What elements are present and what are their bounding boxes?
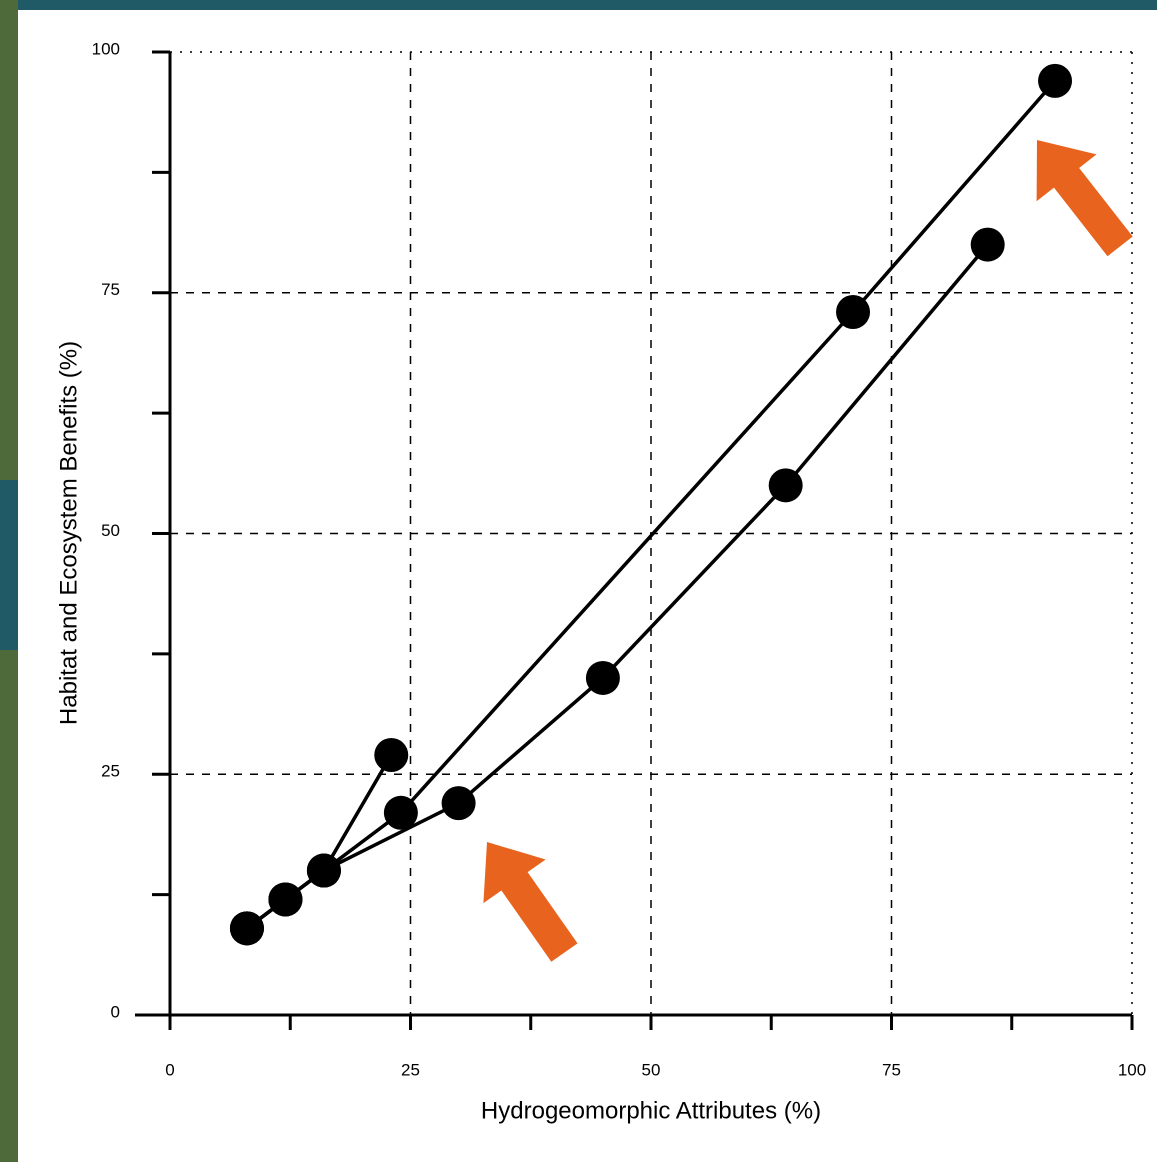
data-point <box>970 227 1005 262</box>
y-axis-title: Habitat and Ecosystem Benefits (%) <box>55 341 82 725</box>
annotation-arrow <box>483 842 578 962</box>
data-point <box>836 295 871 330</box>
plot-background <box>18 10 1157 1162</box>
plot-area: 0 25 50 75 100 0 25 50 75 100 <box>92 39 1147 1079</box>
x-tick-label: 100 <box>1118 1060 1146 1079</box>
data-point <box>268 882 303 917</box>
x-tick-label: 25 <box>401 1060 420 1079</box>
data-point <box>229 911 264 946</box>
y-tick-label: 50 <box>101 521 120 540</box>
y-tick-label: 25 <box>101 762 120 781</box>
x-tick-label: 0 <box>165 1060 174 1079</box>
y-tick-label: 75 <box>101 280 120 299</box>
data-point <box>585 660 620 695</box>
annotation-arrow <box>1036 140 1133 257</box>
y-tick-label: 0 <box>111 1002 120 1021</box>
data-point <box>306 853 341 888</box>
data-point <box>1038 63 1073 98</box>
x-tick-label: 50 <box>642 1060 661 1079</box>
top-border <box>0 0 1157 10</box>
x-tick-label: 75 <box>882 1060 901 1079</box>
data-point <box>441 786 476 821</box>
data-point <box>768 468 803 503</box>
left-border-band <box>0 480 18 650</box>
y-tick-label: 100 <box>92 39 120 58</box>
data-point <box>383 795 418 830</box>
data-point <box>374 737 409 772</box>
x-axis-title: Hydrogeomorphic Attributes (%) <box>481 1097 821 1124</box>
